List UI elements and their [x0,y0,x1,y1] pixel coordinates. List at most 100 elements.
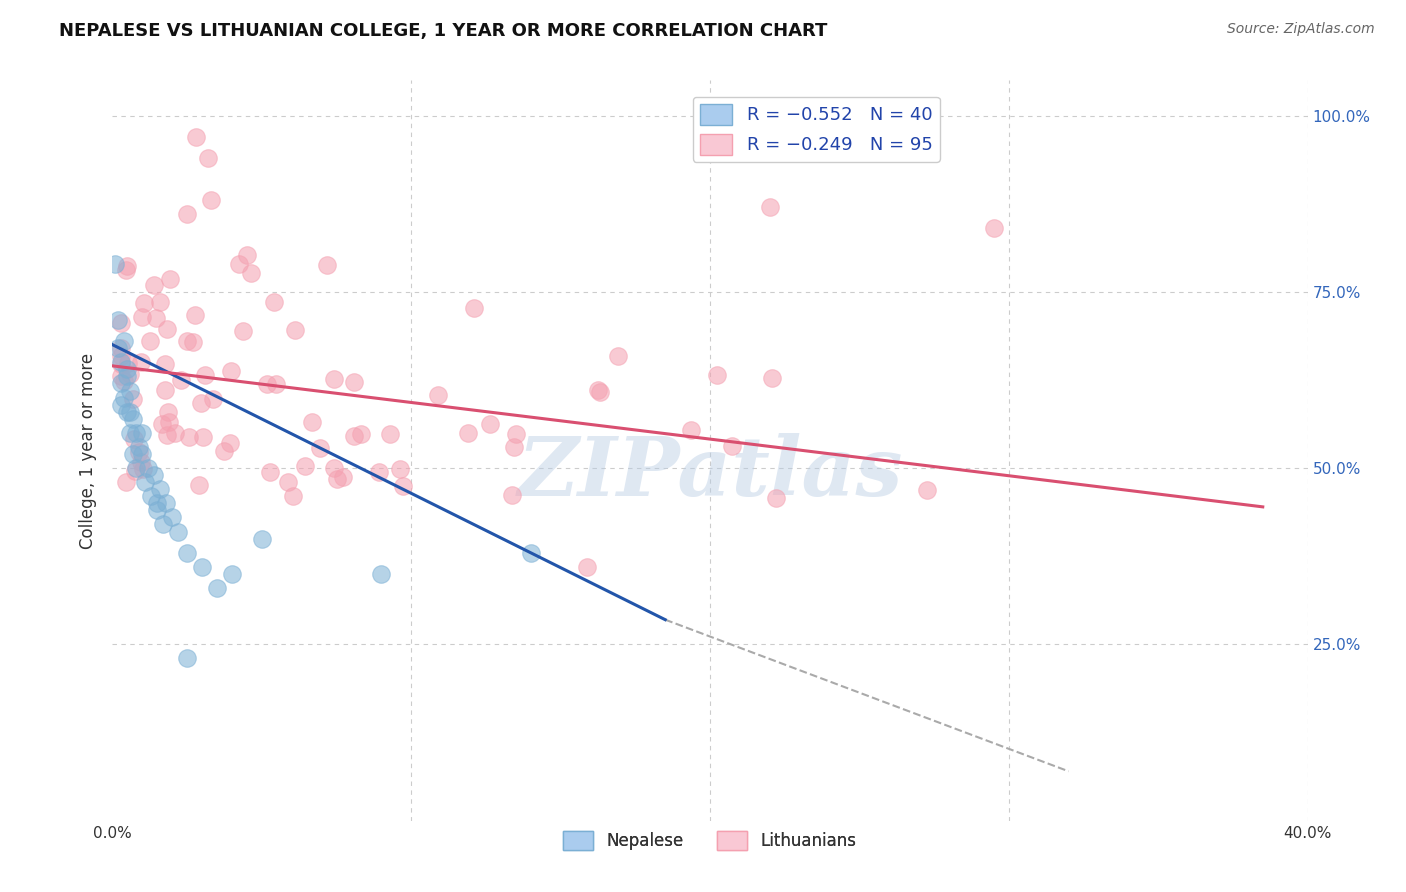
Point [426,388,449,402]
Point [322,372,344,386]
Point [184,308,207,322]
Point [368,465,391,479]
Point [150,417,173,432]
Point [157,415,180,429]
Point [218,436,240,450]
Point [122,447,145,461]
Point [115,475,138,490]
Point [176,334,198,349]
Point [576,559,599,574]
Point [110,368,132,383]
Point [294,458,316,473]
Point [125,425,148,440]
Point [107,313,129,327]
Point [131,425,153,440]
Point [114,263,136,277]
Point [343,429,366,443]
Point [145,311,167,326]
Point [104,257,127,271]
Point [156,428,179,442]
Point [463,301,485,315]
Point [284,323,307,337]
Point [378,427,401,442]
Point [156,322,179,336]
Point [326,472,349,486]
Legend: Nepalese, Lithuanians: Nepalese, Lithuanians [557,824,863,856]
Text: ZIPatlas: ZIPatlas [517,433,903,513]
Point [107,341,129,355]
Point [120,367,142,381]
Point [131,455,153,469]
Point [134,296,156,310]
Point [139,334,162,348]
Point [153,357,176,371]
Point [197,151,219,165]
Point [132,462,155,476]
Point [239,266,262,280]
Point [520,546,543,560]
Point [200,193,222,207]
Point [110,357,132,371]
Point [128,440,150,454]
Point [141,489,163,503]
Point [586,383,609,397]
Point [228,257,250,271]
Point [115,260,138,274]
Point [235,247,257,261]
Point [679,423,702,437]
Point [124,432,146,446]
Point [190,396,212,410]
Point [479,417,502,432]
Point [129,354,152,368]
Point [503,441,526,455]
Point [131,447,153,461]
Point [143,468,166,483]
Point [181,334,204,349]
Point [125,461,148,475]
Point [162,510,183,524]
Point [149,482,172,496]
Point [388,462,411,476]
Point [110,349,132,363]
Point [202,392,225,407]
Point [194,368,217,382]
Point [120,405,142,419]
Point [212,443,235,458]
Point [149,294,172,309]
Point [761,370,783,384]
Point [191,559,214,574]
Y-axis label: College, 1 year or more: College, 1 year or more [79,352,97,549]
Point [117,405,139,419]
Point [983,221,1005,235]
Point [250,532,273,546]
Point [256,376,278,391]
Point [153,383,176,397]
Point [391,479,413,493]
Point [117,369,139,384]
Point [221,364,243,378]
Text: NEPALESE VS LITHUANIAN COLLEGE, 1 YEAR OR MORE CORRELATION CHART: NEPALESE VS LITHUANIAN COLLEGE, 1 YEAR O… [59,22,827,40]
Point [232,324,254,338]
Point [264,376,287,391]
Point [152,517,174,532]
Point [177,430,200,444]
Point [721,439,744,453]
Point [588,384,610,399]
Point [263,294,285,309]
Point [138,461,160,475]
Point [759,200,782,214]
Point [120,425,142,440]
Point [176,651,198,665]
Point [121,392,143,406]
Point [112,375,135,389]
Point [110,342,132,356]
Point [607,349,630,363]
Point [332,470,354,484]
Point [122,411,145,425]
Point [167,524,190,539]
Point [176,207,198,221]
Point [156,405,179,419]
Point [187,478,209,492]
Point [322,460,344,475]
Point [316,258,339,272]
